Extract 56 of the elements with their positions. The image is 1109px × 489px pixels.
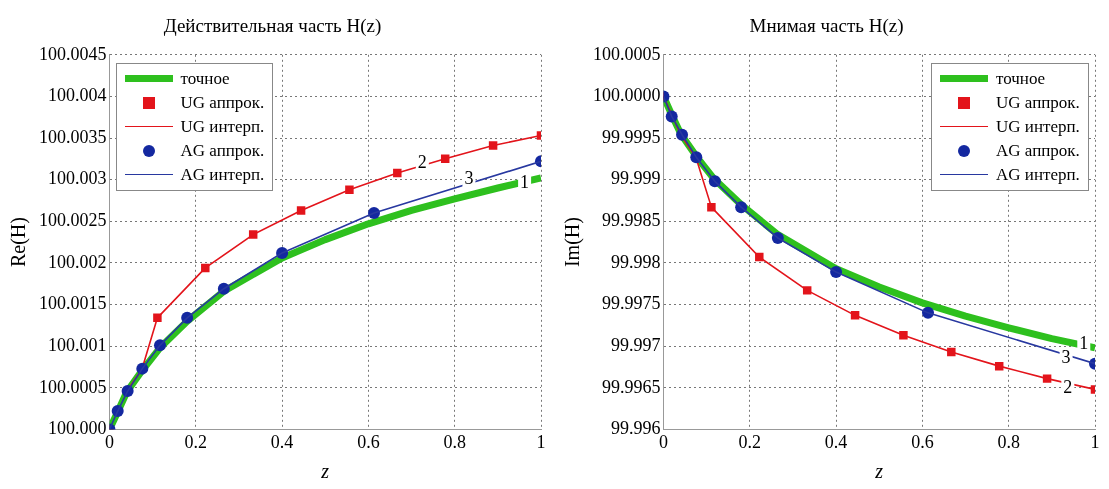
y-tick-label: 100.004 bbox=[48, 85, 107, 106]
y-tick-label: 100.0005 bbox=[39, 376, 107, 397]
x-tick-label: 0.6 bbox=[357, 431, 380, 452]
x-tick-label: 1 bbox=[1090, 431, 1100, 452]
y-tick-label: 99.999 bbox=[611, 168, 661, 189]
y-tick-label: 99.9995 bbox=[602, 126, 661, 147]
x-tick-label: 0.4 bbox=[270, 431, 294, 452]
y-tick-label: 100.000 bbox=[48, 418, 107, 439]
annotation: 1 bbox=[1079, 333, 1089, 354]
y-tick-label: 100.0025 bbox=[39, 210, 107, 231]
annotation: 3 bbox=[1061, 346, 1071, 367]
y-tick-label: 99.996 bbox=[611, 418, 661, 439]
chart-title: Мнимая часть H(z) bbox=[749, 15, 904, 38]
y-tick-label: 100.002 bbox=[48, 251, 107, 272]
legend-label: AG интерп. bbox=[180, 163, 265, 186]
y-tick-label: 100.003 bbox=[48, 168, 107, 189]
annotation: 2 bbox=[417, 151, 427, 172]
y-tick-label: 99.9975 bbox=[602, 293, 661, 314]
annotation: 1 bbox=[520, 171, 530, 192]
x-tick-label: 0 bbox=[105, 431, 114, 452]
x-tick-label: 0 bbox=[659, 431, 668, 452]
point bbox=[345, 185, 354, 194]
annotation: 2 bbox=[1063, 376, 1073, 397]
x-axis-title: z bbox=[874, 460, 884, 483]
legend-label: AG аппрок. bbox=[180, 139, 265, 162]
x-tick-label: 0.4 bbox=[824, 431, 848, 452]
y-tick-label: 100.001 bbox=[48, 334, 107, 355]
x-tick-label: 0.8 bbox=[443, 431, 466, 452]
x-tick-label: 0.2 bbox=[738, 431, 762, 452]
y-axis-title: Re(H) bbox=[7, 217, 31, 268]
annotation: 3 bbox=[464, 168, 474, 189]
y-axis-title: Im(H) bbox=[561, 217, 585, 268]
x-tick-label: 0.8 bbox=[997, 431, 1020, 452]
x-tick-label: 0.2 bbox=[184, 431, 208, 452]
y-tick-label: 99.998 bbox=[611, 251, 661, 272]
legend-label: UG аппрок. bbox=[996, 91, 1080, 114]
legend-label: UG аппрок. bbox=[180, 91, 265, 114]
y-tick-label: 99.9965 bbox=[602, 376, 661, 397]
x-axis-title: z bbox=[320, 460, 330, 483]
legend-label: точное bbox=[180, 67, 230, 90]
y-tick-label: 100.0045 bbox=[39, 43, 107, 64]
legend-label: UG интерп. bbox=[180, 115, 265, 138]
y-tick-label: 100.0015 bbox=[39, 293, 107, 314]
legend-label: UG интерп. bbox=[996, 115, 1080, 138]
point bbox=[899, 331, 908, 340]
y-tick-label: 100.0035 bbox=[39, 126, 107, 147]
y-tick-label: 100.0000 bbox=[593, 85, 661, 106]
y-tick-label: 99.9985 bbox=[602, 210, 661, 231]
chart-title: Действительная часть H(z) bbox=[163, 15, 382, 38]
legend-label: точное bbox=[996, 67, 1046, 90]
legend-label: AG аппрок. bbox=[996, 139, 1080, 162]
y-tick-label: 99.997 bbox=[611, 334, 661, 355]
x-tick-label: 0.6 bbox=[911, 431, 934, 452]
legend-label: AG интерп. bbox=[996, 163, 1080, 186]
y-tick-label: 100.0005 bbox=[593, 43, 661, 64]
x-tick-label: 1 bbox=[536, 431, 546, 452]
